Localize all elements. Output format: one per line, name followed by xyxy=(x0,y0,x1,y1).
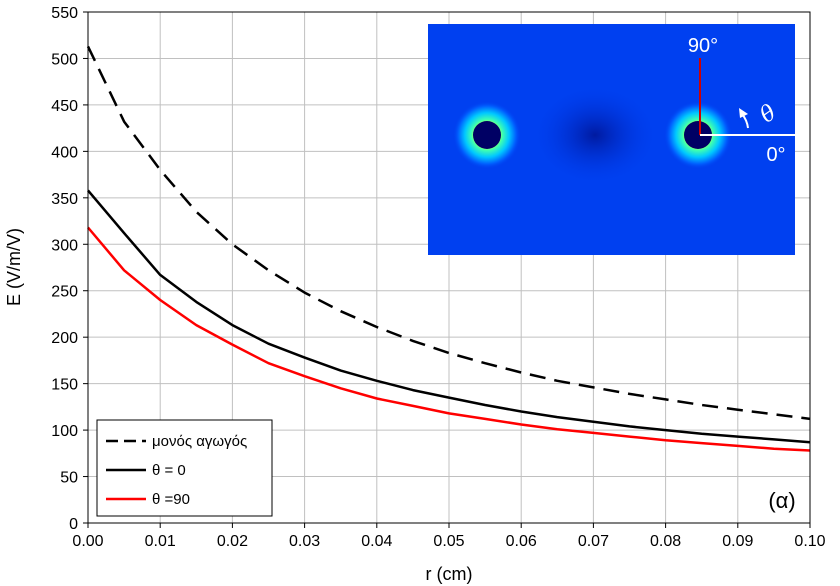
y-tick-label: 0 xyxy=(69,516,78,533)
y-tick-label: 150 xyxy=(51,377,78,394)
y-tick-label: 200 xyxy=(51,330,78,347)
x-tick-label: 0.07 xyxy=(578,533,609,550)
series-layer xyxy=(86,45,811,452)
y-tick-label: 100 xyxy=(51,423,78,440)
series-line-0 xyxy=(86,45,811,421)
inset-label-90: 90° xyxy=(688,35,718,57)
y-tick-label: 300 xyxy=(51,237,78,254)
x-tick-label: 0.09 xyxy=(722,533,753,550)
theta-arrow-icon xyxy=(739,108,748,118)
axis-ticks: 0.00 0.01 0.02 0.03 0.04 0.05 0.06 0.07 0.08 0.09… xyxy=(51,5,825,550)
panel-label: (α) xyxy=(768,488,795,513)
x-tick-label: 0.02 xyxy=(217,533,248,550)
y-tick-label: 50 xyxy=(60,470,78,487)
inset-center-shadow xyxy=(535,87,655,183)
x-tick-label: 0.04 xyxy=(361,533,392,550)
x-tick-label: 0.06 xyxy=(506,533,537,550)
y-tick-label: 250 xyxy=(51,284,78,301)
inset-label-0: 0° xyxy=(766,144,785,166)
series-line-2 xyxy=(87,226,811,452)
legend: μονός αγωγός θ = 0 θ =90 xyxy=(96,419,273,517)
legend-label-theta0: θ = 0 xyxy=(152,462,186,479)
x-tick-label: 0.08 xyxy=(650,533,681,550)
conductor-left xyxy=(473,121,501,149)
x-axis-label: r (cm) xyxy=(426,564,473,584)
y-tick-label: 400 xyxy=(51,144,78,161)
y-tick-label: 350 xyxy=(51,191,78,208)
x-tick-label: 0.05 xyxy=(433,533,464,550)
series-line-1 xyxy=(87,189,811,444)
legend-label-theta90: θ =90 xyxy=(152,491,190,508)
y-tick-label: 450 xyxy=(51,98,78,115)
conductor-right xyxy=(684,121,712,149)
inset-field-map: 90° 0° θ xyxy=(428,24,795,255)
x-tick-label: 0.01 xyxy=(145,533,176,550)
y-axis-label: E (V/m/V) xyxy=(4,228,24,306)
y-tick-label: 550 xyxy=(51,5,78,22)
x-tick-label: 0.00 xyxy=(72,533,103,550)
legend-label-single: μονός αγωγός xyxy=(152,433,247,450)
y-tick-label: 500 xyxy=(51,51,78,68)
x-tick-label: 0.10 xyxy=(794,533,825,550)
x-tick-label: 0.03 xyxy=(289,533,320,550)
